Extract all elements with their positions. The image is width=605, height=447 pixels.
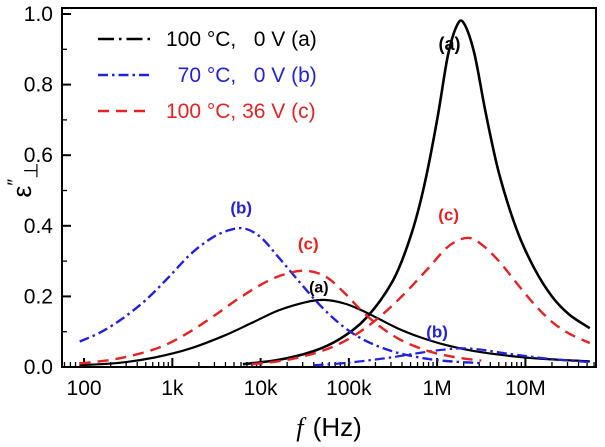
curve-a-high-frequency-peak xyxy=(242,19,591,366)
legend-line-sample-c xyxy=(98,109,152,113)
curve-c-low-frequency-peak xyxy=(79,269,482,365)
legend-line-sample-a xyxy=(98,37,152,41)
y-tick-label: 0.0 xyxy=(24,356,53,379)
legend-label-c: 100 °C, 36 V (c) xyxy=(166,99,316,123)
x-tick-label: 10M xyxy=(505,377,546,400)
curve-label-a: (a) xyxy=(438,34,460,54)
x-tick-label: 100 xyxy=(67,377,102,400)
legend-item-b: 70 °C, 0 V (b) xyxy=(97,60,317,90)
curve-a-low-frequency-peak xyxy=(79,298,590,367)
y-axis-label-symbol: ε xyxy=(7,185,37,198)
curve-label-a: (a) xyxy=(309,280,329,297)
y-tick-label: 0.2 xyxy=(24,285,53,308)
y-tick-label: 0.8 xyxy=(24,74,53,97)
y-tick-label: 0.6 xyxy=(24,144,53,167)
x-axis-label-units: (Hz) xyxy=(305,412,362,442)
y-axis-label: ε″⊥ xyxy=(5,144,43,216)
x-tick-label: 100k xyxy=(326,377,372,400)
y-tick-label: 0.4 xyxy=(24,215,54,238)
x-axis-label: f (Hz) xyxy=(296,412,362,443)
curve-label-b: (b) xyxy=(230,198,252,217)
curve-label-c: (c) xyxy=(438,206,459,225)
curve-c-high-frequency-peak xyxy=(251,236,591,366)
y-axis-label-subscript: ⊥ xyxy=(21,162,43,179)
legend-item-c: 100 °C, 36 V (c) xyxy=(97,96,317,126)
legend-label-a: 100 °C, 0 V (a) xyxy=(166,27,317,51)
y-axis-label-prime: ″ xyxy=(5,178,26,186)
x-axis-label-symbol: f xyxy=(296,413,304,442)
y-tick-label: 1.0 xyxy=(24,3,53,26)
curve-b-low-frequency-peak xyxy=(79,226,482,365)
legend: 100 °C, 0 V (a) 70 °C, 0 V (b) 100 °C, 3… xyxy=(97,24,317,126)
curve-label-c: (c) xyxy=(298,234,319,253)
x-tick-label: 10k xyxy=(244,377,278,400)
curve-label-b: (b) xyxy=(426,323,448,342)
legend-line-sample-b xyxy=(98,73,152,77)
x-tick-label: 1k xyxy=(161,377,184,400)
legend-item-a: 100 °C, 0 V (a) xyxy=(97,24,317,54)
curve-b-high-frequency-peak xyxy=(313,347,590,367)
legend-label-b: 70 °C, 0 V (b) xyxy=(166,63,317,87)
x-tick-label: 1M xyxy=(423,377,452,400)
